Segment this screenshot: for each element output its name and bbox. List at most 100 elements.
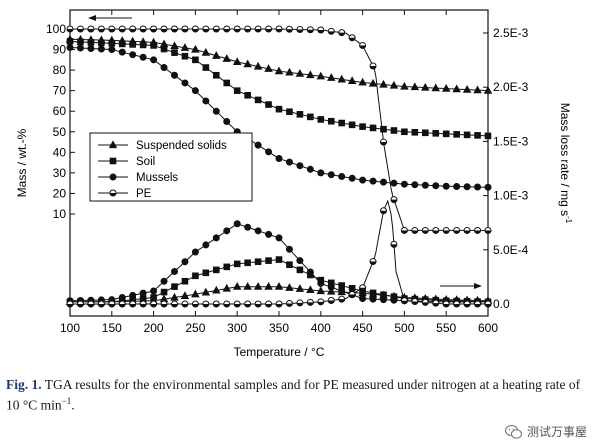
- rate-point: [265, 257, 272, 264]
- mass-point: [108, 46, 116, 54]
- mass-point: [400, 180, 408, 188]
- rate-point-half: [244, 304, 251, 307]
- legend-item-soil: Soil: [98, 156, 155, 168]
- rate-point: [233, 260, 241, 268]
- mass-point-half: [244, 29, 251, 32]
- mass-point: [411, 128, 419, 136]
- rate-point-half: [390, 244, 397, 248]
- y-right-tick-label: 5.0E-4: [493, 243, 529, 257]
- mass-point: [118, 40, 126, 48]
- rate-point: [201, 287, 211, 296]
- mass-point: [358, 77, 367, 86]
- mass-point: [307, 113, 314, 121]
- mass-point-half: [276, 29, 282, 32]
- mass-point-half: [317, 30, 324, 34]
- rate-point-half: [161, 304, 168, 307]
- mass-point: [432, 182, 440, 190]
- mass-point: [253, 61, 263, 70]
- mass-point: [380, 125, 387, 133]
- mass-point-half: [411, 230, 418, 234]
- y-left-tick-label: 10: [53, 207, 67, 221]
- mass-point-half: [401, 230, 408, 234]
- mass-point: [431, 83, 440, 92]
- mass-point: [462, 84, 472, 93]
- x-tick-label: 450: [353, 321, 373, 335]
- mass-point: [483, 86, 493, 94]
- mass-point: [66, 38, 74, 45]
- rate-point-half: [370, 261, 377, 265]
- rate-point: [316, 286, 326, 295]
- rate-point-half: [255, 304, 262, 307]
- rate-point: [213, 266, 220, 274]
- mass-point: [484, 132, 492, 140]
- rate-point-half: [317, 301, 324, 305]
- rate-point: [296, 257, 304, 265]
- series-soil: [66, 38, 492, 306]
- figure-caption: Fig. 1. TGA results for the environmenta…: [6, 376, 591, 414]
- wechat-icon: [504, 424, 522, 439]
- rate-point: [369, 289, 377, 297]
- mass-point: [390, 127, 398, 134]
- x-tick-label: 200: [144, 321, 164, 335]
- rate-point-half: [234, 304, 241, 307]
- rate-point: [223, 263, 231, 271]
- mass-point-half: [119, 29, 126, 32]
- rate-point-half: [171, 304, 178, 307]
- rate-point-half: [223, 304, 230, 307]
- y-right-tick-label: 0.0: [493, 297, 510, 311]
- mass-point-half: [349, 37, 356, 41]
- rate-point: [327, 286, 336, 295]
- mass-point: [254, 96, 262, 104]
- mass-point: [441, 83, 451, 92]
- mass-point-half: [67, 29, 73, 32]
- mass-point-half: [223, 29, 230, 32]
- mass-point: [432, 130, 440, 137]
- rate-point-half: [181, 304, 188, 307]
- legend-label: Soil: [136, 156, 155, 168]
- mass-point: [171, 71, 178, 79]
- mass-point-half: [443, 230, 450, 234]
- mass-point: [275, 105, 283, 113]
- rate-point: [139, 289, 147, 297]
- mass-point: [244, 91, 251, 99]
- mass-point-half: [77, 29, 84, 32]
- rate-point-half: [129, 304, 136, 307]
- mass-point: [411, 181, 419, 189]
- rate-point: [171, 283, 178, 290]
- mass-point: [254, 141, 262, 149]
- mass-point: [202, 97, 210, 105]
- rate-point: [181, 258, 189, 266]
- mass-point: [348, 174, 356, 182]
- mass-point: [265, 101, 272, 108]
- mass-point: [453, 183, 461, 191]
- mass-point-half: [370, 66, 377, 69]
- mass-point: [316, 71, 326, 80]
- mass-point: [368, 78, 378, 87]
- rate-point-half: [108, 304, 115, 307]
- legend-box: [89, 132, 253, 202]
- mass-point: [421, 82, 430, 91]
- rate-point-half: [453, 304, 460, 307]
- mass-point: [317, 116, 325, 123]
- rate-point: [295, 284, 305, 292]
- mass-point: [160, 64, 168, 72]
- rate-point: [254, 258, 262, 266]
- mass-point-half: [328, 31, 335, 35]
- mass-point-half: [286, 29, 293, 33]
- y-right-tick-label: 1.5E-3: [493, 134, 529, 148]
- rate-point-half: [349, 294, 356, 298]
- rate-point-half: [119, 304, 126, 307]
- rate-point: [296, 266, 304, 274]
- mass-point-half: [255, 29, 262, 32]
- mass-point: [129, 41, 136, 48]
- mass-point: [347, 76, 357, 85]
- mass-point: [285, 158, 293, 166]
- mass-point: [108, 40, 116, 47]
- mass-point: [286, 108, 293, 116]
- mass-point: [359, 176, 367, 184]
- mass-point: [421, 181, 429, 189]
- rate-point-half: [338, 299, 345, 303]
- mass-point-half: [108, 29, 115, 32]
- mass-point: [422, 129, 429, 137]
- rate-point: [181, 277, 189, 285]
